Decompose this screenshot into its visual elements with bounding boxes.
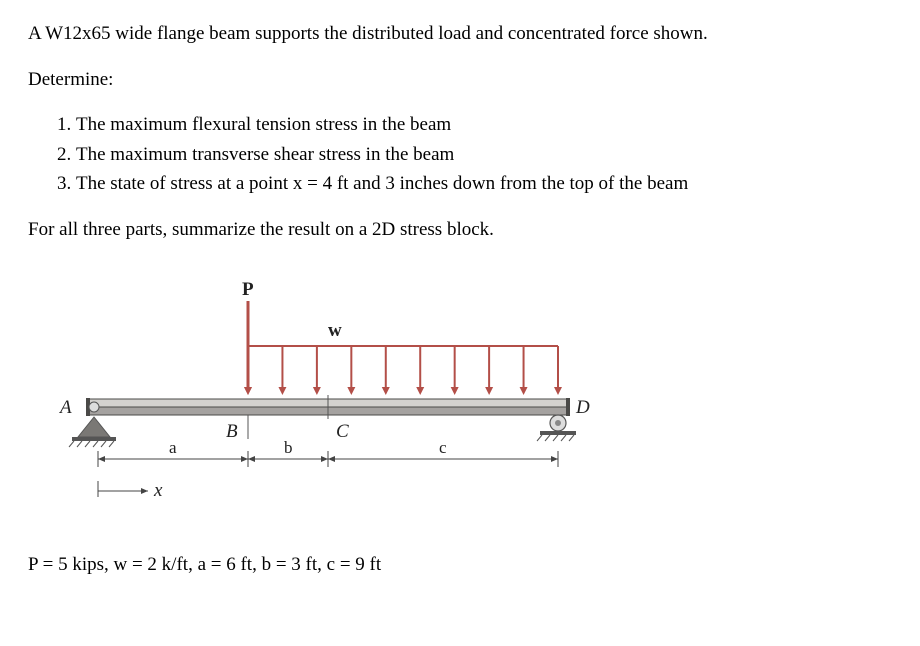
- summary-instruction: For all three parts, summarize the resul…: [28, 216, 892, 244]
- question-item-1: The maximum flexural tension stress in t…: [76, 111, 892, 139]
- svg-text:B: B: [226, 421, 238, 442]
- determine-heading: Determine:: [28, 66, 892, 94]
- svg-text:x: x: [153, 480, 163, 501]
- given-values: P = 5 kips, w = 2 k/ft, a = 6 ft, b = 3 …: [28, 551, 892, 579]
- problem-intro: A W12x65 wide flange beam supports the d…: [28, 20, 892, 48]
- question-list: The maximum flexural tension stress in t…: [28, 111, 892, 198]
- svg-text:A: A: [58, 397, 72, 418]
- svg-text:w: w: [328, 320, 342, 341]
- svg-text:c: c: [439, 438, 447, 457]
- question-item-2: The maximum transverse shear stress in t…: [76, 141, 892, 169]
- beam-diagram: w P A B C Da b c x: [28, 261, 892, 521]
- svg-text:a: a: [169, 438, 177, 457]
- svg-text:b: b: [284, 438, 293, 457]
- svg-text:P: P: [242, 279, 254, 300]
- question-item-3: The state of stress at a point x = 4 ft …: [76, 170, 892, 198]
- beam-svg: w P A B C Da b c x: [28, 261, 628, 521]
- svg-text:D: D: [575, 397, 590, 418]
- svg-text:C: C: [336, 421, 349, 442]
